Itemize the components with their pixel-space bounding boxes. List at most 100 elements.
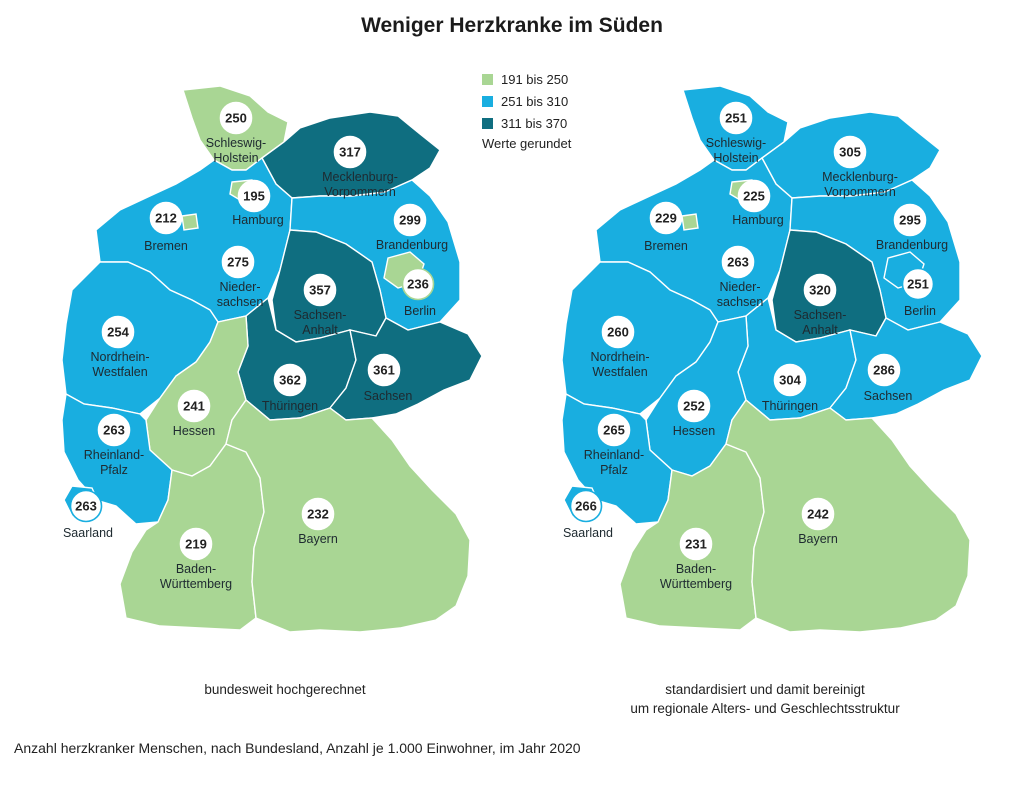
state-name-nordrhein-westfalen: Westfalen xyxy=(592,365,647,379)
map-right-group: 251 Schleswig-Holstein 225 Hamburg 305 Meckle… xyxy=(561,85,983,633)
state-name-schleswig-holstein: Holstein xyxy=(713,151,758,165)
state-name-saarland: Saarland xyxy=(63,526,113,540)
state-name-schleswig-holstein: Holstein xyxy=(213,151,258,165)
legend-item: 251 bis 310 xyxy=(482,90,571,112)
value-badge-rheinland-pfalz xyxy=(97,413,131,447)
value-label-berlin: 251 xyxy=(907,277,929,292)
value-badge-bayern xyxy=(801,497,835,531)
legend-item: 191 bis 250 xyxy=(482,68,571,90)
state-name-sachsen-anhalt: Anhalt xyxy=(302,323,338,337)
state-name-sachsen-anhalt: Anhalt xyxy=(802,323,838,337)
legend-label-mid: 251 bis 310 xyxy=(501,93,569,109)
state-name-berlin: Berlin xyxy=(404,304,436,318)
value-label-saarland: 266 xyxy=(575,499,597,514)
chart-title: Weniger Herzkranke im Süden xyxy=(361,14,663,37)
value-badge-nordrhein-westfalen xyxy=(101,315,135,349)
value-label-thueringen: 304 xyxy=(779,373,801,388)
state-name-nordrhein-westfalen: Nordrhein- xyxy=(590,350,649,364)
state-name-bayern: Bayern xyxy=(798,532,838,546)
value-badge-niedersachsen xyxy=(721,245,755,279)
legend: 191 bis 250 251 bis 310 311 bis 370 Wert… xyxy=(482,68,571,151)
value-badge-hamburg xyxy=(737,179,771,213)
value-badge-saarland xyxy=(569,489,603,523)
value-label-mecklenburg-vorpommern: 317 xyxy=(339,145,361,160)
map-caption-right: standardisiert und damit bereinigt um re… xyxy=(580,680,950,718)
value-badge-brandenburg xyxy=(893,203,927,237)
value-badge-mecklenburg-vorpommern xyxy=(833,135,867,169)
value-badge-niedersachsen xyxy=(221,245,255,279)
value-label-nordrhein-westfalen: 260 xyxy=(607,325,629,340)
value-label-rheinland-pfalz: 265 xyxy=(603,423,625,438)
value-label-baden-wuerttemberg: 219 xyxy=(185,537,207,552)
legend-note: Werte gerundet xyxy=(482,136,572,151)
value-badge-bayern xyxy=(301,497,335,531)
value-badge-thueringen xyxy=(773,363,807,397)
footnote: Anzahl herzkranker Menschen, nach Bundes… xyxy=(14,740,581,756)
value-label-baden-wuerttemberg: 231 xyxy=(685,537,707,552)
state-name-rheinland-pfalz: Rheinland- xyxy=(584,448,644,462)
state-name-sachsen: Sachsen xyxy=(864,389,913,403)
value-label-berlin: 236 xyxy=(407,277,429,292)
value-label-thueringen: 362 xyxy=(279,373,301,388)
value-badge-hessen xyxy=(677,389,711,423)
value-label-sachsen-anhalt: 320 xyxy=(809,283,831,298)
value-label-sachsen: 361 xyxy=(373,363,395,378)
state-name-thueringen: Thüringen xyxy=(762,399,818,413)
value-label-hessen: 252 xyxy=(683,399,705,414)
value-badge-sachsen-anhalt xyxy=(803,273,837,307)
value-badge-thueringen xyxy=(273,363,307,397)
state-name-brandenburg: Brandenburg xyxy=(376,238,448,252)
state-name-brandenburg: Brandenburg xyxy=(876,238,948,252)
legend-swatch-mid xyxy=(482,95,493,107)
state-region-bremen xyxy=(681,213,699,231)
value-badge-sachsen xyxy=(367,353,401,387)
state-name-niedersachsen: Nieder- xyxy=(220,280,261,294)
value-badge-mecklenburg-vorpommern xyxy=(333,135,367,169)
value-badge-brandenburg xyxy=(393,203,427,237)
value-label-sachsen-anhalt: 357 xyxy=(309,283,331,298)
state-name-nordrhein-westfalen: Nordrhein- xyxy=(90,350,149,364)
legend-label-high: 311 bis 370 xyxy=(501,115,568,131)
state-name-thueringen: Thüringen xyxy=(262,399,318,413)
value-label-bremen: 229 xyxy=(655,211,677,226)
value-label-saarland: 263 xyxy=(75,499,97,514)
value-badge-hessen xyxy=(177,389,211,423)
state-name-hamburg: Hamburg xyxy=(732,213,783,227)
state-name-niedersachsen: Nieder- xyxy=(720,280,761,294)
value-label-brandenburg: 295 xyxy=(899,213,921,228)
value-badge-saarland xyxy=(69,489,103,523)
state-region-sachsen xyxy=(329,317,483,421)
value-badge-berlin xyxy=(901,267,935,301)
state-name-hessen: Hessen xyxy=(173,424,215,438)
value-label-niedersachsen: 263 xyxy=(727,255,749,270)
value-badge-nordrhein-westfalen xyxy=(601,315,635,349)
state-region-bremen xyxy=(181,213,199,231)
state-name-rheinland-pfalz: Pfalz xyxy=(100,463,128,477)
state-name-sachsen-anhalt: Sachsen- xyxy=(794,308,847,322)
state-name-mecklenburg-vorpommern: Vorpommern xyxy=(824,185,896,199)
value-label-hamburg: 195 xyxy=(243,189,265,204)
state-name-bremen: Bremen xyxy=(644,239,688,253)
state-name-bremen: Bremen xyxy=(144,239,188,253)
state-name-mecklenburg-vorpommern: Vorpommern xyxy=(324,185,396,199)
state-name-sachsen: Sachsen xyxy=(364,389,413,403)
value-label-brandenburg: 299 xyxy=(399,213,421,228)
value-label-schleswig-holstein: 250 xyxy=(225,111,247,126)
value-badge-berlin xyxy=(401,267,435,301)
value-badge-sachsen xyxy=(867,353,901,387)
value-badge-baden-wuerttemberg xyxy=(179,527,213,561)
state-name-saarland: Saarland xyxy=(563,526,613,540)
legend-label-low: 191 bis 250 xyxy=(501,71,569,87)
state-region-sachsen xyxy=(829,317,983,421)
state-name-schleswig-holstein: Schleswig- xyxy=(706,136,766,150)
state-name-mecklenburg-vorpommern: Mecklenburg- xyxy=(822,170,898,184)
value-badge-schleswig-holstein xyxy=(719,101,753,135)
value-label-niedersachsen: 275 xyxy=(227,255,249,270)
state-name-sachsen-anhalt: Sachsen- xyxy=(294,308,347,322)
value-badge-hamburg xyxy=(237,179,271,213)
value-label-bayern: 242 xyxy=(807,507,829,522)
value-badge-schleswig-holstein xyxy=(219,101,253,135)
value-label-mecklenburg-vorpommern: 305 xyxy=(839,145,861,160)
value-badge-sachsen-anhalt xyxy=(303,273,337,307)
